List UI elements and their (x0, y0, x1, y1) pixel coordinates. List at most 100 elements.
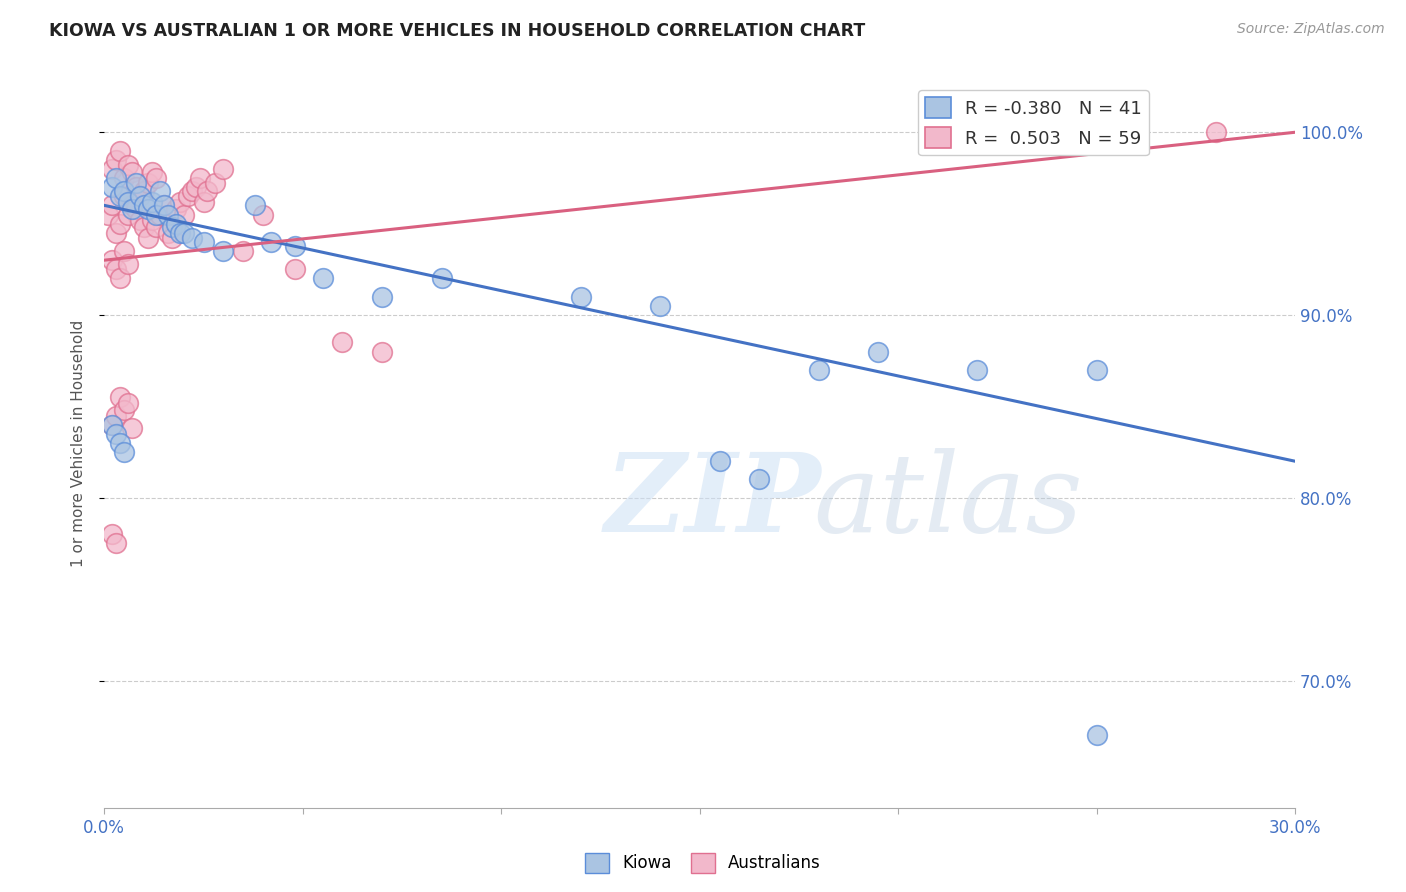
Point (136, 177, 159, 191)
Point (145, 220, 167, 235)
Point (141, 213, 163, 227)
Point (105, 409, 128, 423)
Point (160, 220, 183, 235)
Point (125, 202, 148, 216)
Point (108, 217, 131, 231)
Point (807, 363, 830, 377)
Point (1085, 728, 1108, 742)
Point (748, 473, 770, 487)
Legend: Kiowa, Australians: Kiowa, Australians (579, 847, 827, 880)
Point (173, 226, 195, 240)
Point (371, 344, 394, 359)
Point (145, 207, 167, 221)
Point (108, 390, 131, 404)
Point (132, 198, 155, 212)
Point (129, 213, 152, 227)
Point (105, 153, 128, 167)
Point (121, 421, 143, 435)
Point (156, 207, 179, 221)
Point (1205, 125, 1227, 139)
Point (197, 184, 219, 198)
Point (156, 226, 179, 240)
Point (193, 194, 215, 209)
Point (97, 207, 120, 221)
Point (153, 198, 176, 212)
Point (112, 403, 135, 417)
Point (260, 235, 283, 249)
Point (129, 189, 152, 203)
Point (188, 170, 211, 185)
Point (141, 165, 163, 179)
Point (101, 198, 124, 212)
Point (569, 290, 592, 304)
Point (117, 207, 139, 221)
Point (173, 207, 195, 221)
Point (101, 180, 124, 194)
Point (153, 198, 176, 212)
Point (108, 271, 131, 285)
Point (284, 262, 307, 277)
Point (371, 290, 394, 304)
Point (117, 395, 139, 409)
Point (112, 184, 135, 198)
Point (105, 426, 128, 441)
Point (284, 238, 307, 252)
Point (121, 165, 143, 179)
Point (121, 198, 143, 212)
Point (180, 184, 202, 198)
Text: KIOWA VS AUSTRALIAN 1 OR MORE VEHICLES IN HOUSEHOLD CORRELATION CHART: KIOWA VS AUSTRALIAN 1 OR MORE VEHICLES I… (49, 22, 866, 40)
Point (105, 170, 128, 185)
Point (165, 217, 187, 231)
Point (868, 344, 890, 359)
Point (125, 177, 148, 191)
Point (105, 536, 128, 550)
Point (112, 189, 135, 203)
Point (136, 202, 159, 216)
Point (101, 161, 124, 176)
Point (101, 253, 124, 268)
Text: ZIP: ZIP (605, 448, 821, 555)
Point (709, 454, 731, 468)
Point (141, 194, 163, 209)
Point (212, 161, 235, 176)
Point (117, 257, 139, 271)
Point (212, 244, 235, 258)
Point (430, 271, 453, 285)
Point (169, 194, 191, 209)
Point (108, 144, 131, 158)
Point (108, 189, 131, 203)
Point (112, 170, 135, 185)
Point (243, 198, 266, 212)
Point (132, 220, 155, 235)
Point (105, 262, 128, 277)
Point (176, 189, 198, 203)
Point (101, 527, 124, 541)
Point (108, 436, 131, 450)
Point (332, 335, 354, 350)
Y-axis label: 1 or more Vehicles in Household: 1 or more Vehicles in Household (72, 319, 86, 566)
Text: atlas: atlas (813, 448, 1083, 555)
Point (132, 184, 155, 198)
Point (145, 170, 167, 185)
Point (129, 189, 152, 203)
Point (1085, 363, 1108, 377)
Point (193, 235, 215, 249)
Point (311, 271, 333, 285)
Point (125, 180, 148, 194)
Point (966, 363, 988, 377)
Text: Source: ZipAtlas.com: Source: ZipAtlas.com (1237, 22, 1385, 37)
Point (101, 417, 124, 432)
Point (149, 184, 172, 198)
Legend: R = -0.380   N = 41, R =  0.503   N = 59: R = -0.380 N = 41, R = 0.503 N = 59 (918, 90, 1149, 155)
Point (121, 202, 143, 216)
Point (117, 194, 139, 209)
Point (232, 244, 254, 258)
Point (180, 231, 202, 245)
Point (101, 417, 124, 432)
Point (112, 244, 135, 258)
Point (160, 231, 183, 245)
Point (112, 445, 135, 459)
Point (169, 226, 191, 240)
Point (165, 202, 187, 216)
Point (105, 226, 128, 240)
